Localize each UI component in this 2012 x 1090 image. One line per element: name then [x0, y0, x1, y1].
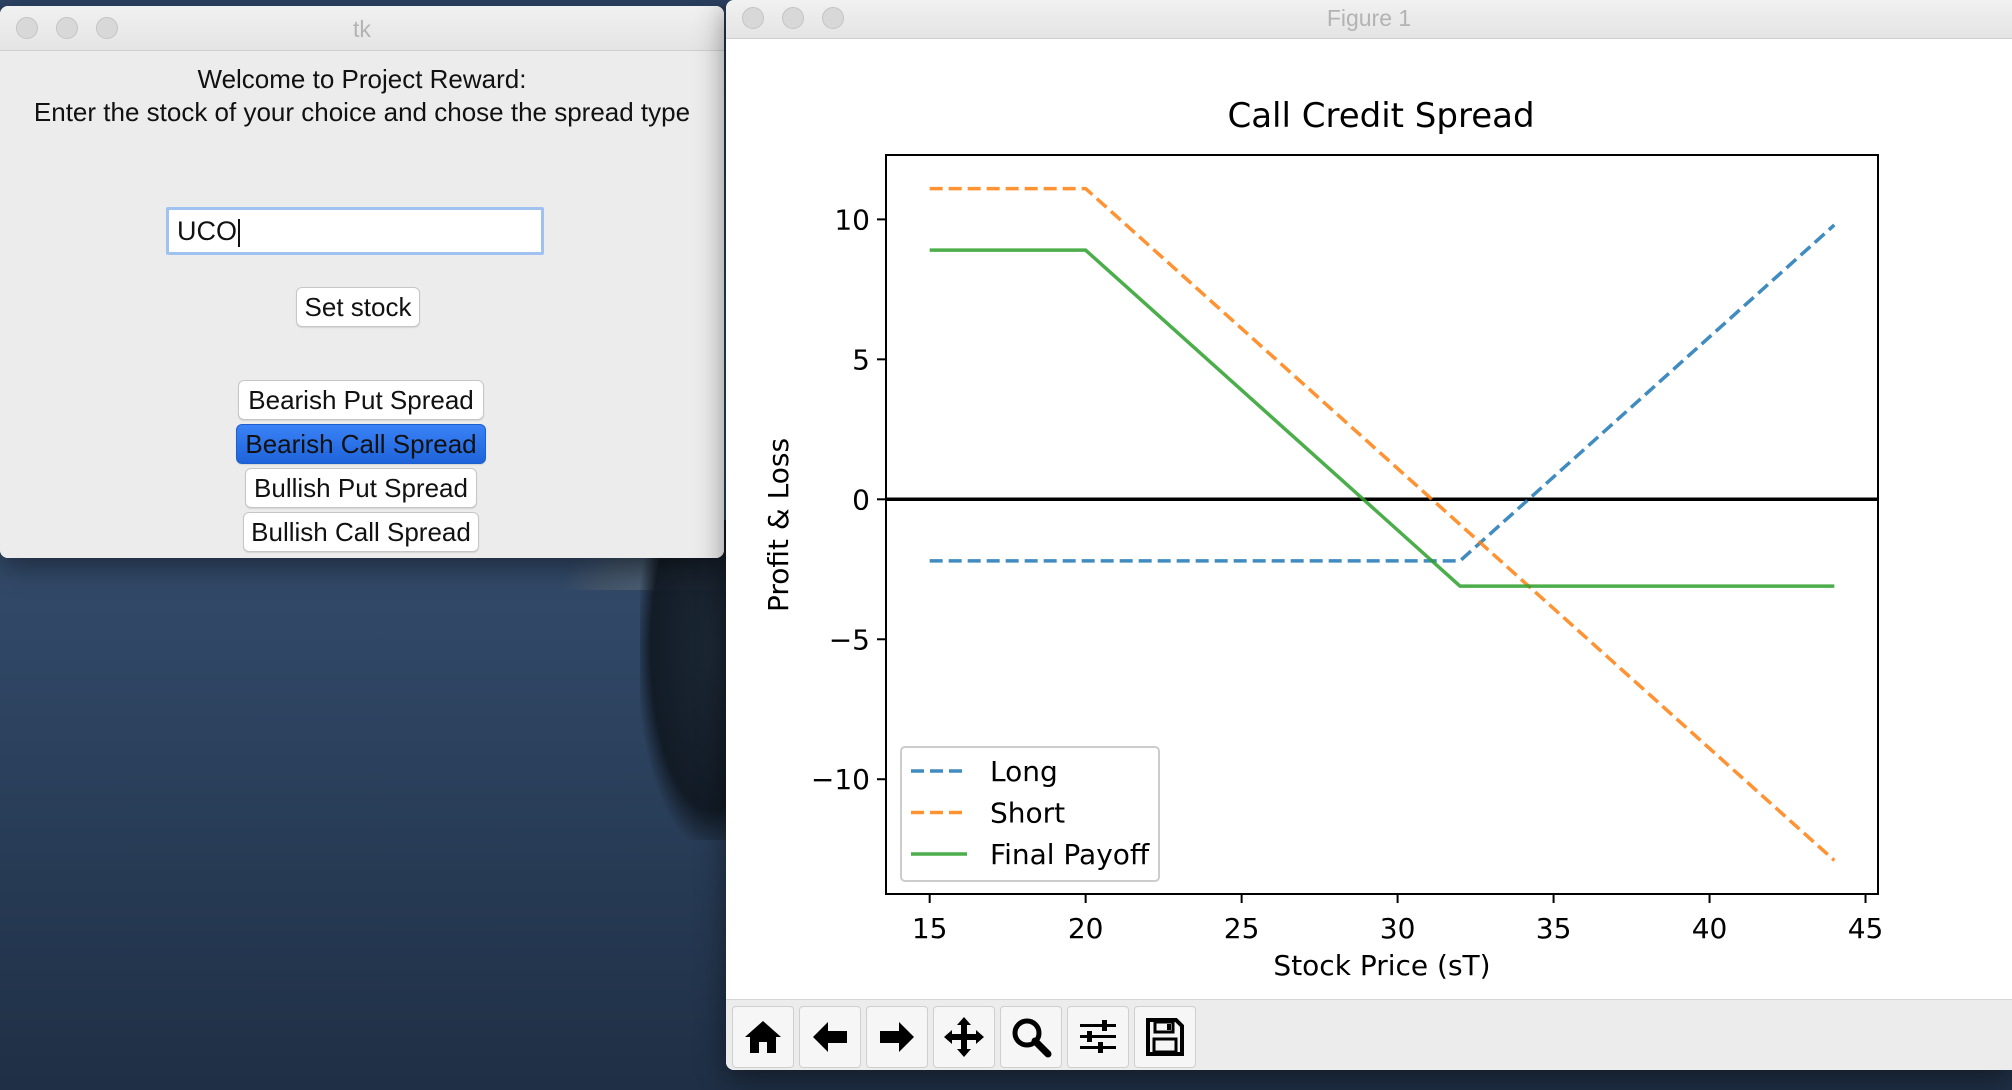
x-tick-label: 25 — [1224, 912, 1260, 945]
pan-button[interactable] — [933, 1006, 995, 1068]
stock-input-value: UCO — [177, 216, 237, 246]
tk-window: tk Welcome to Project Reward: Enter the … — [0, 6, 724, 558]
configure-subplots-button[interactable] — [1067, 1006, 1129, 1068]
y-axis-label: Profit & Loss — [762, 438, 795, 612]
configure-subplots-icon — [1080, 1020, 1116, 1053]
axes-frame — [885, 154, 1879, 895]
bullish-call-spread-button[interactable]: Bullish Call Spread — [243, 512, 479, 552]
zoom-magnifier-icon — [1012, 1018, 1052, 1058]
y-tick-label: 5 — [852, 343, 870, 376]
save-floppy-icon — [1146, 1018, 1184, 1056]
call-credit-spread-chart: Call Credit Spread 15 20 25 30 35 40 45 10 5 0 −5 −… — [762, 96, 1884, 982]
x-tick-label: 40 — [1692, 912, 1728, 945]
chart-legend: Long Short Final Payoff — [900, 746, 1160, 882]
tk-body: Welcome to Project Reward: Enter the sto… — [0, 51, 724, 558]
window-title: tk — [353, 16, 371, 42]
chart-title: Call Credit Spread — [1227, 96, 1534, 136]
bearish-call-spread-button[interactable]: Bearish Call Spread — [236, 424, 486, 464]
bearish-put-spread-button[interactable]: Bearish Put Spread — [238, 380, 484, 420]
bullish-put-spread-button[interactable]: Bullish Put Spread — [245, 468, 477, 508]
y-tick-label: −5 — [829, 623, 870, 656]
set-stock-button[interactable]: Set stock — [296, 287, 420, 327]
y-tick-label: 0 — [852, 483, 870, 516]
axes-content: 15 20 25 30 35 40 45 10 5 0 −5 −10 — [811, 186, 1884, 945]
close-window-button[interactable] — [16, 17, 38, 39]
x-tick-label: 35 — [1536, 912, 1572, 945]
back-button[interactable] — [799, 1006, 861, 1068]
x-tick-label: 20 — [1068, 912, 1104, 945]
series-line-short — [929, 186, 1836, 862]
legend-box — [900, 746, 1160, 882]
home-button[interactable] — [732, 1006, 794, 1068]
legend-label: Long — [990, 755, 1058, 788]
x-tick-label: 45 — [1848, 912, 1884, 945]
close-window-button[interactable] — [742, 7, 764, 29]
series-line-final-payoff — [929, 248, 1835, 588]
tk-titlebar[interactable]: tk — [0, 6, 724, 51]
figure-toolbar — [726, 999, 2012, 1070]
welcome-text: Welcome to Project Reward: Enter the sto… — [0, 63, 724, 129]
pan-move-icon — [944, 1017, 984, 1057]
window-controls — [16, 17, 118, 39]
x-axis-label: Stock Price (sT) — [1273, 949, 1490, 982]
text-caret — [238, 218, 240, 247]
zoom-window-button[interactable] — [822, 7, 844, 29]
minimize-window-button[interactable] — [782, 7, 804, 29]
zoom-button[interactable] — [1000, 1006, 1062, 1068]
y-tick-label: −10 — [811, 763, 870, 796]
forward-button[interactable] — [866, 1006, 928, 1068]
y-tick-label: 10 — [834, 203, 870, 236]
welcome-line-2: Enter the stock of your choice and chose… — [33, 97, 691, 127]
x-tick-label: 30 — [1380, 912, 1416, 945]
legend-label: Short — [990, 797, 1065, 830]
legend-label: Final Payoff — [990, 838, 1150, 871]
minimize-window-button[interactable] — [56, 17, 78, 39]
window-controls — [742, 7, 844, 29]
welcome-line-1: Welcome to Project Reward: — [197, 64, 527, 94]
save-button[interactable] — [1134, 1006, 1196, 1068]
series-line-long — [929, 223, 1836, 563]
zoom-window-button[interactable] — [96, 17, 118, 39]
stock-input[interactable]: UCO — [166, 207, 544, 255]
x-tick-label: 15 — [912, 912, 948, 945]
plot-canvas[interactable]: Call Credit Spread 15 20 25 30 35 40 45 10 5 0 −5 −… — [726, 39, 2012, 999]
figure-titlebar[interactable]: Figure 1 — [726, 0, 2012, 39]
window-title: Figure 1 — [1326, 5, 1412, 31]
figure-window: Figure 1 Call Credit Spread 15 20 25 30 35 40… — [726, 0, 2012, 1070]
home-icon — [745, 1021, 781, 1053]
forward-arrow-icon — [880, 1022, 914, 1052]
back-arrow-icon — [813, 1022, 847, 1052]
